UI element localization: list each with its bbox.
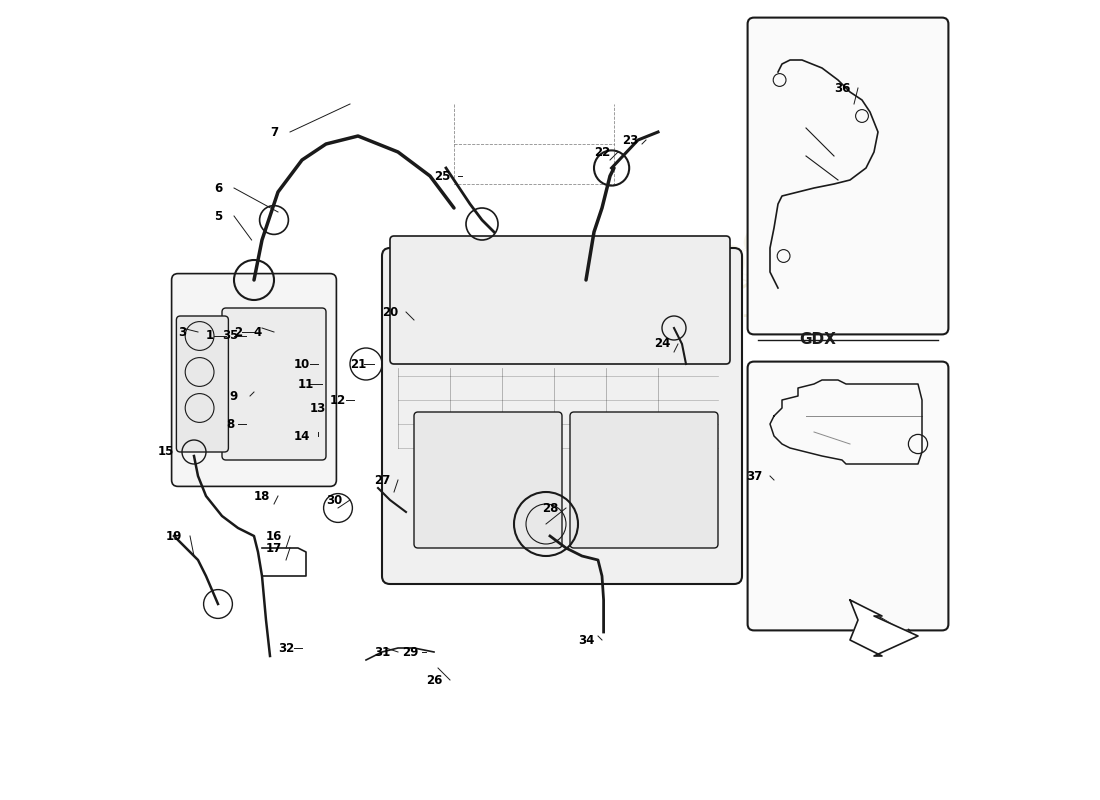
Text: 34: 34 bbox=[578, 634, 594, 646]
Text: 23: 23 bbox=[621, 134, 638, 146]
Text: 35: 35 bbox=[222, 330, 239, 342]
Text: 2: 2 bbox=[234, 326, 242, 338]
Text: a passion
for excellence: a passion for excellence bbox=[456, 381, 595, 419]
Text: 15: 15 bbox=[157, 446, 174, 458]
FancyBboxPatch shape bbox=[748, 362, 948, 630]
Text: 7: 7 bbox=[270, 126, 278, 138]
Text: 6: 6 bbox=[213, 182, 222, 194]
FancyBboxPatch shape bbox=[172, 274, 337, 486]
Text: 26: 26 bbox=[426, 674, 442, 686]
Text: 13: 13 bbox=[310, 402, 326, 414]
Text: 1: 1 bbox=[206, 330, 214, 342]
FancyBboxPatch shape bbox=[222, 308, 326, 460]
Text: 27: 27 bbox=[374, 474, 390, 486]
Text: 3: 3 bbox=[178, 326, 186, 338]
FancyBboxPatch shape bbox=[414, 412, 562, 548]
Text: 22: 22 bbox=[594, 146, 610, 158]
Text: ⚜: ⚜ bbox=[713, 223, 788, 305]
Text: 21: 21 bbox=[350, 358, 366, 370]
FancyBboxPatch shape bbox=[390, 236, 730, 364]
Text: 24: 24 bbox=[653, 338, 670, 350]
Text: 36: 36 bbox=[834, 82, 850, 94]
Text: 1985: 1985 bbox=[736, 279, 876, 329]
Text: 5: 5 bbox=[213, 210, 222, 222]
Text: 20: 20 bbox=[382, 306, 398, 318]
Text: 37: 37 bbox=[746, 470, 762, 482]
Text: 14: 14 bbox=[294, 430, 310, 442]
Text: 19: 19 bbox=[166, 530, 183, 542]
Text: GDX: GDX bbox=[800, 332, 836, 347]
FancyBboxPatch shape bbox=[382, 248, 742, 584]
Text: 12: 12 bbox=[330, 394, 346, 406]
Text: 25: 25 bbox=[433, 170, 450, 182]
Text: 16: 16 bbox=[266, 530, 283, 542]
Text: 31: 31 bbox=[374, 646, 390, 658]
Polygon shape bbox=[850, 600, 918, 656]
Text: 11: 11 bbox=[298, 378, 315, 390]
FancyBboxPatch shape bbox=[570, 412, 718, 548]
Text: 4: 4 bbox=[254, 326, 262, 338]
Text: 18: 18 bbox=[254, 490, 271, 502]
Text: 29: 29 bbox=[402, 646, 418, 658]
Text: 10: 10 bbox=[294, 358, 310, 370]
Text: 17: 17 bbox=[266, 542, 282, 554]
FancyBboxPatch shape bbox=[176, 316, 229, 452]
FancyBboxPatch shape bbox=[748, 18, 948, 334]
Text: 28: 28 bbox=[542, 502, 558, 514]
Text: 9: 9 bbox=[230, 390, 238, 402]
Text: 32: 32 bbox=[278, 642, 294, 654]
Text: 8: 8 bbox=[226, 418, 234, 430]
Text: 30: 30 bbox=[326, 494, 342, 506]
